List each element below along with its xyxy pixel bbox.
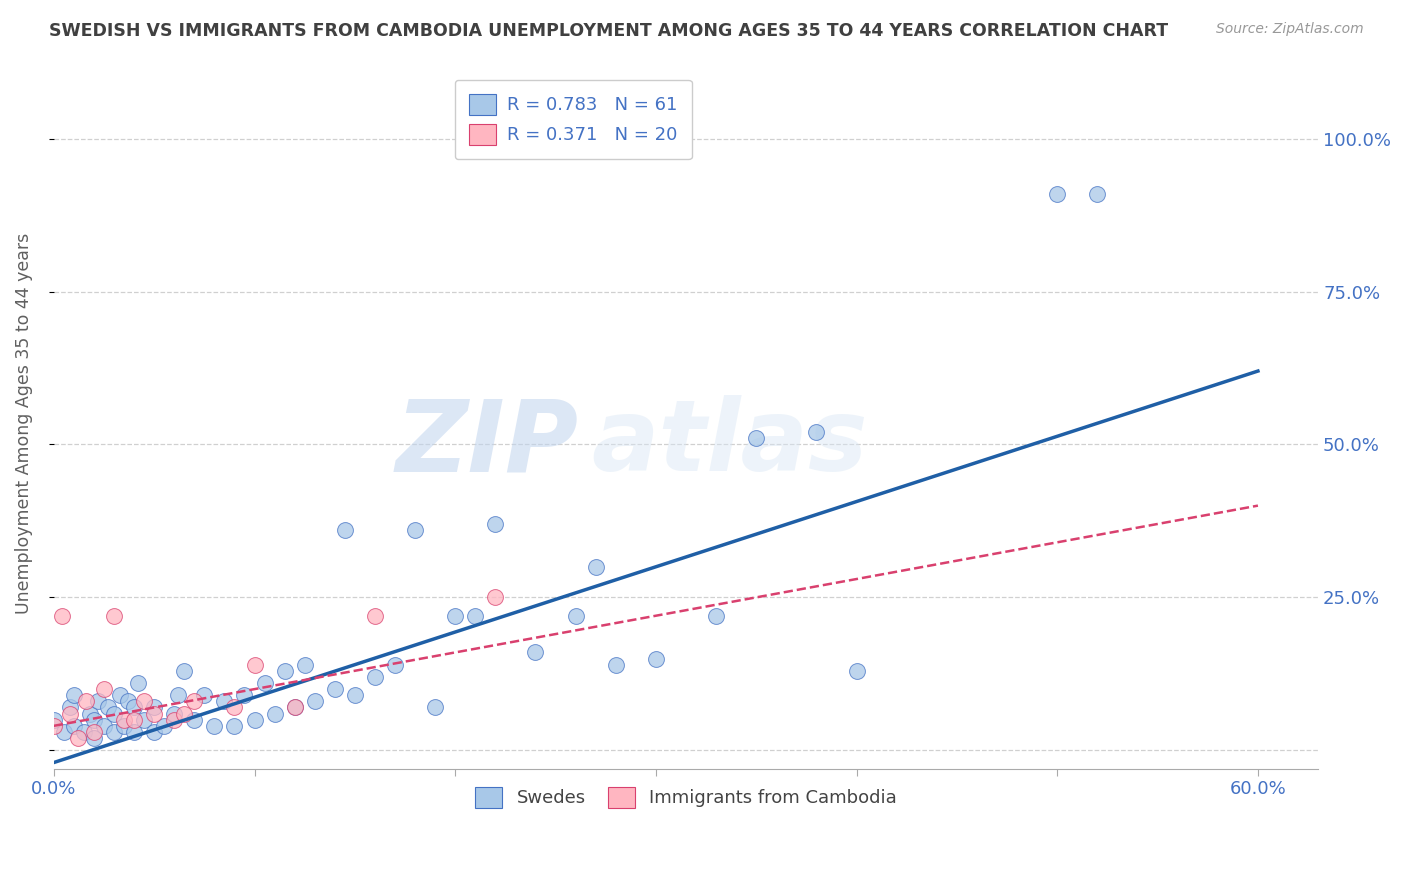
Point bbox=[173, 664, 195, 678]
Point bbox=[484, 591, 506, 605]
Point bbox=[103, 608, 125, 623]
Point bbox=[233, 688, 256, 702]
Text: ZIP: ZIP bbox=[395, 395, 578, 492]
Point bbox=[83, 731, 105, 745]
Point bbox=[704, 608, 727, 623]
Point bbox=[284, 700, 307, 714]
Point bbox=[97, 700, 120, 714]
Point bbox=[183, 713, 205, 727]
Text: atlas: atlas bbox=[591, 395, 868, 492]
Text: SWEDISH VS IMMIGRANTS FROM CAMBODIA UNEMPLOYMENT AMONG AGES 35 TO 44 YEARS CORRE: SWEDISH VS IMMIGRANTS FROM CAMBODIA UNEM… bbox=[49, 22, 1168, 40]
Point bbox=[75, 694, 97, 708]
Point bbox=[143, 700, 166, 714]
Point bbox=[484, 516, 506, 531]
Point bbox=[384, 657, 406, 672]
Point bbox=[585, 559, 607, 574]
Point bbox=[103, 725, 125, 739]
Point bbox=[108, 688, 131, 702]
Point bbox=[294, 657, 316, 672]
Point bbox=[323, 682, 346, 697]
Point bbox=[464, 608, 486, 623]
Point bbox=[122, 725, 145, 739]
Point bbox=[243, 713, 266, 727]
Point bbox=[284, 700, 307, 714]
Point bbox=[134, 713, 156, 727]
Point bbox=[117, 694, 139, 708]
Point bbox=[134, 694, 156, 708]
Point bbox=[224, 719, 246, 733]
Point bbox=[93, 719, 115, 733]
Legend: Swedes, Immigrants from Cambodia: Swedes, Immigrants from Cambodia bbox=[468, 780, 904, 815]
Point bbox=[1087, 186, 1109, 201]
Point bbox=[63, 688, 86, 702]
Point bbox=[224, 700, 246, 714]
Point bbox=[243, 657, 266, 672]
Point bbox=[644, 651, 666, 665]
Point bbox=[845, 664, 868, 678]
Point bbox=[87, 694, 110, 708]
Point bbox=[112, 713, 135, 727]
Y-axis label: Unemployment Among Ages 35 to 44 years: Unemployment Among Ages 35 to 44 years bbox=[15, 233, 32, 614]
Point bbox=[263, 706, 285, 721]
Point bbox=[122, 713, 145, 727]
Point bbox=[66, 731, 89, 745]
Point bbox=[167, 688, 190, 702]
Point bbox=[745, 431, 768, 445]
Point bbox=[163, 713, 186, 727]
Point bbox=[42, 713, 65, 727]
Point bbox=[343, 688, 366, 702]
Point bbox=[364, 608, 387, 623]
Point bbox=[83, 725, 105, 739]
Point bbox=[444, 608, 467, 623]
Point bbox=[153, 719, 176, 733]
Point bbox=[173, 706, 195, 721]
Point bbox=[112, 719, 135, 733]
Point bbox=[103, 706, 125, 721]
Point bbox=[79, 706, 101, 721]
Point bbox=[52, 725, 75, 739]
Point bbox=[404, 523, 426, 537]
Point bbox=[59, 706, 82, 721]
Point bbox=[183, 694, 205, 708]
Point bbox=[304, 694, 326, 708]
Point bbox=[143, 706, 166, 721]
Point bbox=[127, 676, 149, 690]
Point bbox=[63, 719, 86, 733]
Point bbox=[364, 670, 387, 684]
Point bbox=[806, 425, 828, 440]
Point bbox=[193, 688, 215, 702]
Point bbox=[333, 523, 356, 537]
Point bbox=[564, 608, 586, 623]
Point bbox=[524, 645, 547, 659]
Point bbox=[83, 713, 105, 727]
Point bbox=[214, 694, 236, 708]
Point bbox=[59, 700, 82, 714]
Point bbox=[423, 700, 446, 714]
Point bbox=[202, 719, 225, 733]
Point bbox=[42, 719, 65, 733]
Point bbox=[93, 682, 115, 697]
Point bbox=[1046, 186, 1069, 201]
Point bbox=[253, 676, 276, 690]
Point bbox=[51, 608, 73, 623]
Text: Source: ZipAtlas.com: Source: ZipAtlas.com bbox=[1216, 22, 1364, 37]
Point bbox=[122, 700, 145, 714]
Point bbox=[163, 706, 186, 721]
Point bbox=[605, 657, 627, 672]
Point bbox=[273, 664, 295, 678]
Point bbox=[73, 725, 96, 739]
Point bbox=[143, 725, 166, 739]
